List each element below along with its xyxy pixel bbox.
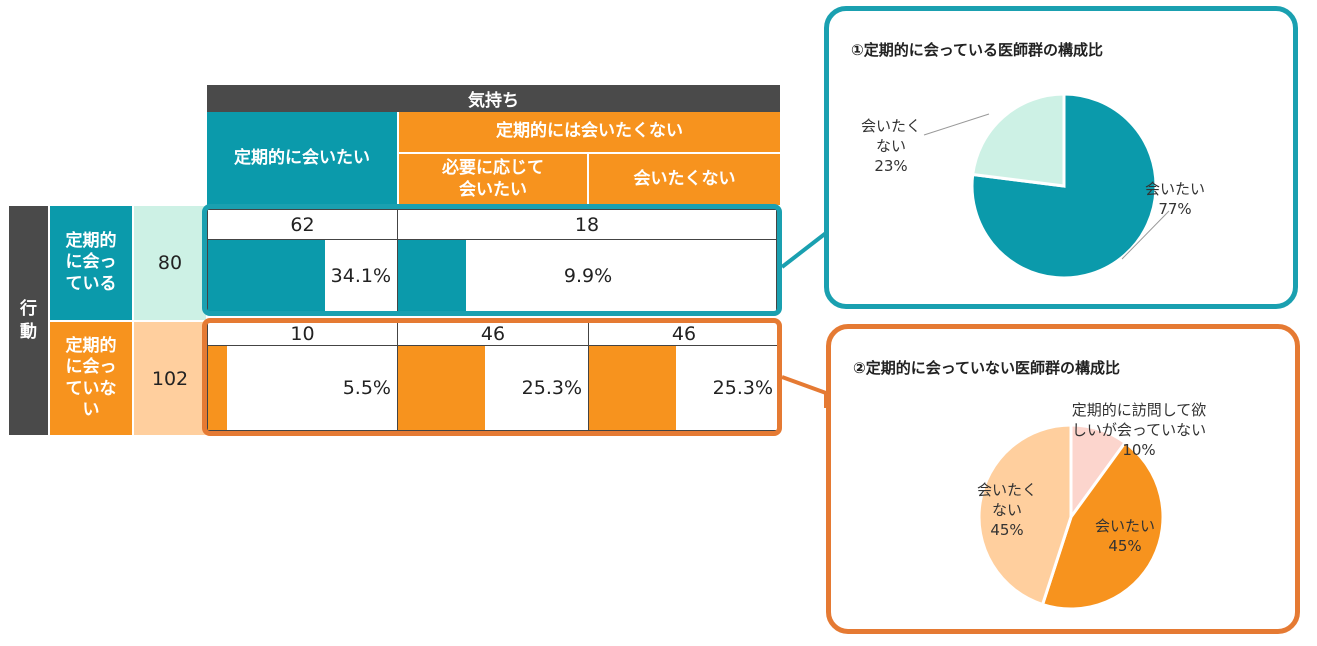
pie-slice <box>1040 440 1165 611</box>
callout-panel-meeting: ①定期的に会っている医師群の構成比 会いたい 77% 会いたくない 23% <box>824 6 1298 309</box>
col-header-want-regular: 定期的に会いたい <box>207 112 397 205</box>
pct-label: 34.1% <box>330 265 391 287</box>
pie-category-label: ない <box>876 137 906 155</box>
pct-label: 25.3% <box>521 377 582 399</box>
pie-slice <box>971 92 1066 188</box>
pct-cell-meeting-want: 34.1% <box>207 239 398 313</box>
pie-category-label: ない <box>992 501 1022 519</box>
pie-value-label: 23% <box>874 157 907 175</box>
row-total-not-meeting: 102 <box>134 322 206 435</box>
pie-category-label: 定期的に訪問して欲 <box>1072 401 1207 419</box>
pie-value-label: 45% <box>1108 537 1141 555</box>
pie-category-label: 会いたい <box>1095 517 1155 535</box>
row-axis-label: 行動 <box>9 206 48 435</box>
col-header-as-needed: 必要に応じて会いたい <box>399 154 587 205</box>
pct-bar <box>398 240 467 312</box>
highlight-frame-meeting <box>202 204 782 316</box>
row-total-meeting: 80 <box>134 206 206 320</box>
pct-bar <box>208 346 227 430</box>
pie-leader-line <box>923 113 990 136</box>
pct-label: 25.3% <box>712 377 773 399</box>
pie-title-not-meeting: ②定期的に会っていない医師群の構成比 <box>853 359 1120 377</box>
pct-label: 5.5% <box>342 377 391 399</box>
col-header-not-regular: 定期的には会いたくない <box>399 112 780 152</box>
pct-cell-notmeeting-dont-want: 25.3% <box>588 345 780 431</box>
pie-category-label: しいが会っていない <box>1072 421 1206 439</box>
pct-cell-notmeeting-as-needed: 25.3% <box>397 345 589 431</box>
pie-title-meeting: ①定期的に会っている医師群の構成比 <box>851 41 1103 59</box>
pie-slice <box>977 423 1073 607</box>
pie-value-label: 45% <box>990 521 1023 539</box>
pie-chart-meeting: 会いたい 77% 会いたくない 23% <box>861 92 1205 280</box>
pct-label: 9.9% <box>563 265 613 287</box>
highlight-frame-not-meeting <box>202 318 782 436</box>
pct-bar <box>398 346 486 430</box>
pct-cell-notmeeting-want: 5.5% <box>207 345 398 431</box>
feeling-header: 気持ち <box>207 85 780 112</box>
col-header-dont-want: 会いたくない <box>589 154 780 205</box>
pie-value-label: 10% <box>1122 441 1155 459</box>
row-label-not-meeting: 定期的に会っていない <box>50 322 132 435</box>
pct-bar <box>208 240 326 312</box>
pie-category-label: 会いたく <box>861 117 921 135</box>
pct-bar <box>589 346 677 430</box>
pie-category-label: 会いたく <box>977 481 1037 499</box>
row-label-meeting: 定期的に会っている <box>50 206 132 320</box>
pie-leader-line <box>1121 210 1170 260</box>
callout-panel-not-meeting: ②定期的に会っていない医師群の構成比 定期的に訪問して欲 しいが会っていない 10%… <box>826 324 1300 634</box>
pie-category-label: 会いたい <box>1145 180 1205 198</box>
pie-value-label: 77% <box>1158 200 1191 218</box>
